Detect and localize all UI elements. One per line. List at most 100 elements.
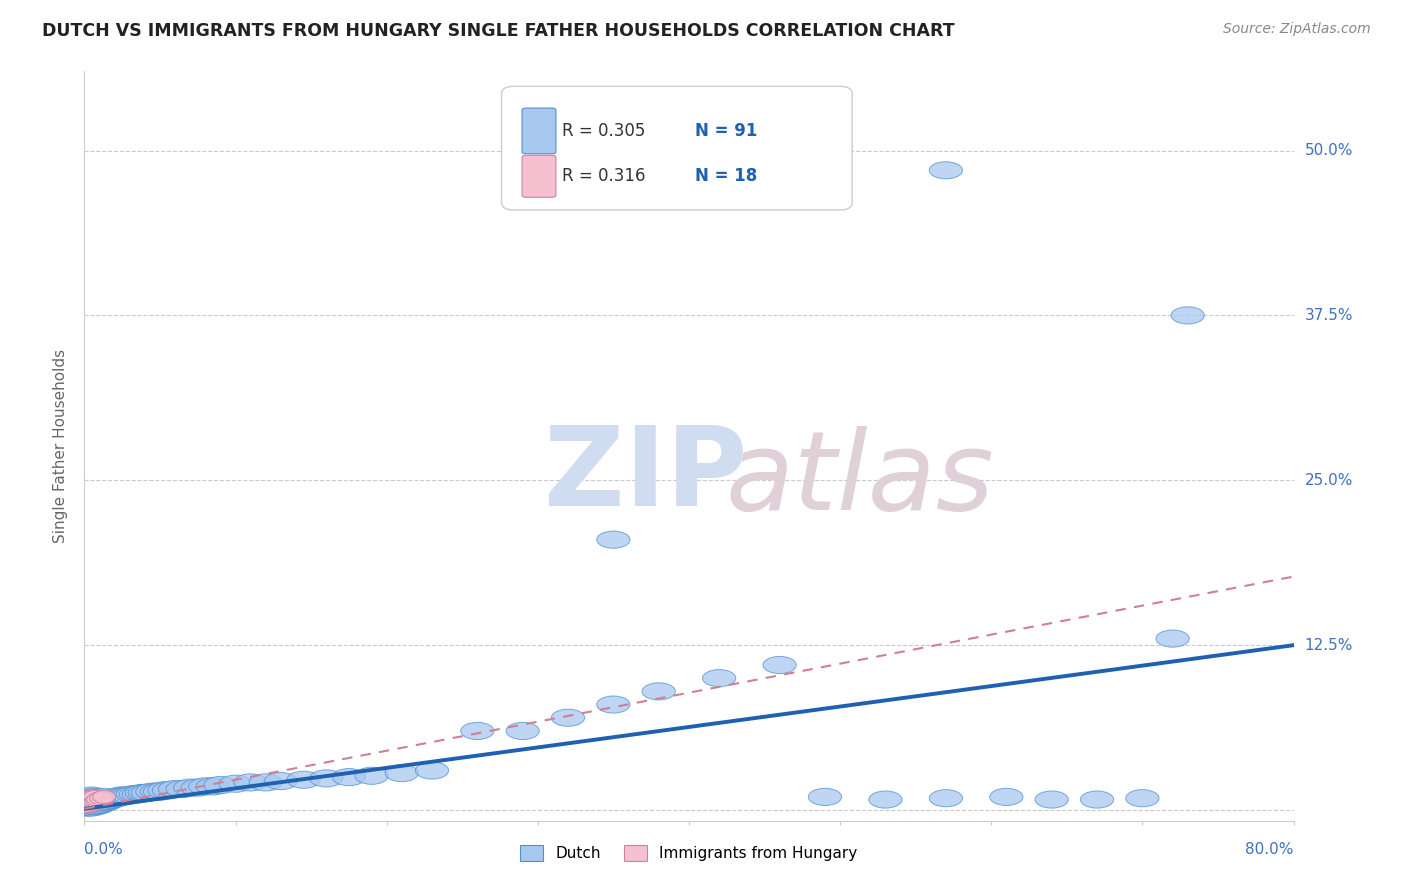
- Ellipse shape: [89, 794, 122, 811]
- Ellipse shape: [233, 774, 267, 791]
- Ellipse shape: [72, 789, 105, 805]
- Ellipse shape: [76, 793, 98, 806]
- Ellipse shape: [105, 789, 139, 805]
- Ellipse shape: [77, 789, 110, 806]
- Ellipse shape: [77, 791, 100, 805]
- Text: 0.0%: 0.0%: [84, 842, 124, 856]
- Text: 25.0%: 25.0%: [1305, 473, 1353, 488]
- Ellipse shape: [166, 780, 200, 797]
- Ellipse shape: [80, 792, 112, 809]
- Ellipse shape: [103, 789, 136, 805]
- Ellipse shape: [643, 682, 675, 700]
- Ellipse shape: [84, 789, 118, 806]
- Ellipse shape: [82, 797, 115, 814]
- Ellipse shape: [76, 787, 108, 805]
- Ellipse shape: [104, 787, 138, 805]
- Ellipse shape: [110, 787, 143, 805]
- Ellipse shape: [219, 775, 252, 792]
- Ellipse shape: [143, 783, 177, 800]
- Ellipse shape: [77, 797, 110, 814]
- Ellipse shape: [309, 770, 343, 787]
- Ellipse shape: [70, 795, 104, 812]
- Ellipse shape: [197, 778, 229, 795]
- Ellipse shape: [148, 781, 181, 799]
- Ellipse shape: [80, 798, 103, 812]
- Ellipse shape: [122, 786, 156, 803]
- Ellipse shape: [703, 670, 735, 687]
- Ellipse shape: [204, 776, 238, 794]
- Ellipse shape: [82, 790, 105, 804]
- Ellipse shape: [86, 794, 108, 807]
- Ellipse shape: [77, 794, 110, 811]
- Ellipse shape: [551, 709, 585, 726]
- Text: 12.5%: 12.5%: [1305, 638, 1353, 653]
- Ellipse shape: [77, 799, 100, 813]
- Ellipse shape: [1080, 791, 1114, 808]
- Ellipse shape: [73, 794, 107, 811]
- Ellipse shape: [929, 161, 963, 179]
- Ellipse shape: [73, 789, 107, 806]
- Ellipse shape: [120, 786, 152, 803]
- Ellipse shape: [249, 774, 283, 791]
- Ellipse shape: [83, 790, 107, 804]
- Ellipse shape: [79, 792, 111, 809]
- Ellipse shape: [90, 791, 112, 805]
- Text: 80.0%: 80.0%: [1246, 842, 1294, 856]
- Ellipse shape: [83, 796, 107, 809]
- Ellipse shape: [91, 792, 125, 809]
- Ellipse shape: [76, 799, 108, 816]
- Ellipse shape: [188, 778, 222, 795]
- Ellipse shape: [72, 792, 105, 809]
- Ellipse shape: [75, 794, 97, 807]
- Ellipse shape: [93, 790, 115, 804]
- Ellipse shape: [385, 764, 419, 781]
- Ellipse shape: [87, 794, 121, 811]
- Ellipse shape: [84, 795, 118, 812]
- Ellipse shape: [332, 769, 366, 786]
- FancyBboxPatch shape: [522, 108, 555, 153]
- Ellipse shape: [83, 797, 117, 814]
- Ellipse shape: [96, 791, 128, 808]
- Ellipse shape: [808, 789, 842, 805]
- Ellipse shape: [100, 789, 132, 806]
- Text: R = 0.305: R = 0.305: [562, 122, 645, 140]
- Text: N = 18: N = 18: [695, 168, 758, 186]
- Ellipse shape: [117, 786, 149, 803]
- Ellipse shape: [87, 789, 121, 805]
- Ellipse shape: [929, 789, 963, 806]
- Ellipse shape: [90, 792, 124, 809]
- Ellipse shape: [72, 797, 105, 814]
- Y-axis label: Single Father Households: Single Father Households: [53, 349, 69, 543]
- Ellipse shape: [125, 784, 159, 802]
- Ellipse shape: [79, 790, 101, 804]
- Ellipse shape: [354, 767, 388, 784]
- Ellipse shape: [461, 723, 494, 739]
- Ellipse shape: [97, 789, 129, 806]
- Ellipse shape: [80, 793, 103, 806]
- Text: R = 0.316: R = 0.316: [562, 168, 645, 186]
- Ellipse shape: [79, 789, 111, 805]
- Ellipse shape: [159, 780, 191, 797]
- Ellipse shape: [181, 779, 214, 797]
- Ellipse shape: [869, 791, 903, 808]
- Ellipse shape: [141, 783, 173, 800]
- Ellipse shape: [75, 799, 97, 813]
- Text: Source: ZipAtlas.com: Source: ZipAtlas.com: [1223, 22, 1371, 37]
- FancyBboxPatch shape: [522, 155, 555, 197]
- Ellipse shape: [69, 794, 103, 811]
- Ellipse shape: [1156, 630, 1189, 648]
- Ellipse shape: [98, 789, 131, 806]
- Ellipse shape: [93, 791, 127, 808]
- Ellipse shape: [76, 795, 108, 812]
- Ellipse shape: [107, 787, 141, 805]
- Text: 37.5%: 37.5%: [1305, 308, 1353, 323]
- Ellipse shape: [990, 789, 1024, 805]
- Ellipse shape: [1171, 307, 1205, 324]
- Ellipse shape: [73, 797, 107, 814]
- Ellipse shape: [69, 797, 103, 814]
- Ellipse shape: [152, 781, 186, 799]
- Ellipse shape: [86, 795, 120, 812]
- Ellipse shape: [287, 772, 321, 789]
- Ellipse shape: [82, 791, 115, 808]
- Text: DUTCH VS IMMIGRANTS FROM HUNGARY SINGLE FATHER HOUSEHOLDS CORRELATION CHART: DUTCH VS IMMIGRANTS FROM HUNGARY SINGLE …: [42, 22, 955, 40]
